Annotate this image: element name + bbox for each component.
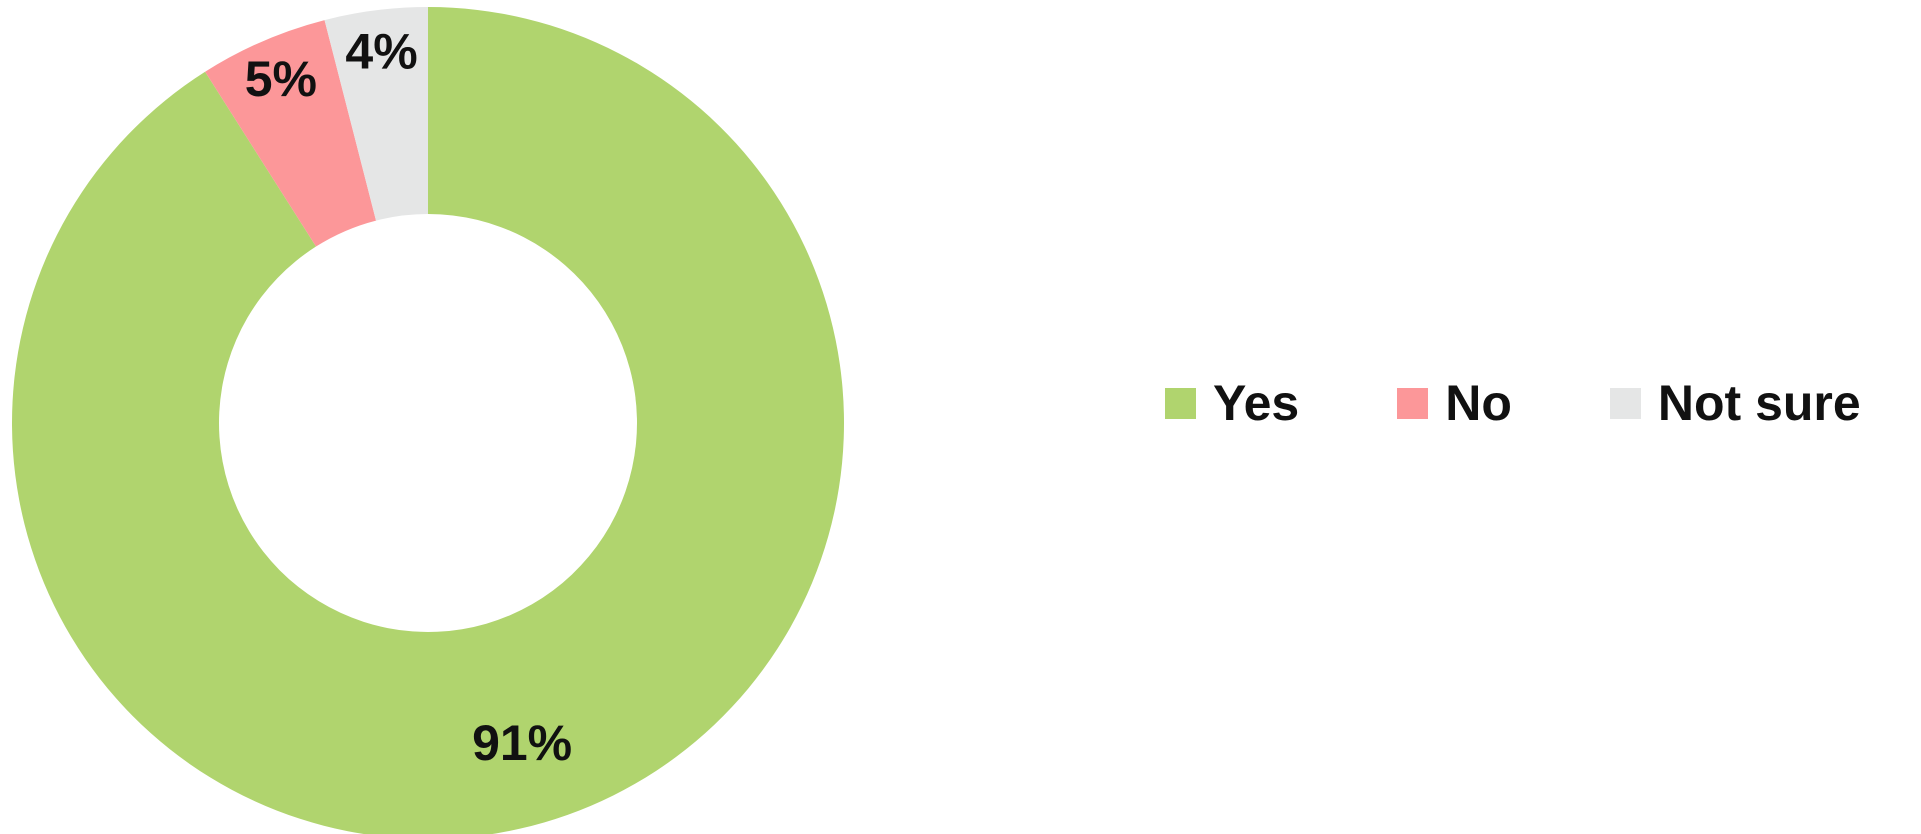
donut-data-labels: 91% 5% 4%: [245, 24, 572, 771]
legend-swatch-not-sure: [1609, 387, 1641, 419]
legend-label-no: No: [1445, 375, 1512, 431]
slice-yes: [12, 7, 844, 834]
legend-label-not-sure: Not sure: [1657, 375, 1861, 431]
data-label-no: 5%: [245, 51, 317, 107]
data-label-yes: 91%: [472, 715, 572, 771]
legend-swatch-no: [1397, 387, 1429, 419]
legend-item-not-sure: Not sure: [1609, 375, 1861, 431]
chart-legend: Yes No Not sure: [1165, 378, 1861, 428]
data-label-not-sure: 4%: [345, 24, 417, 80]
slice-not-sure: [324, 7, 428, 221]
legend-label-yes: Yes: [1213, 375, 1300, 431]
slice-no: [205, 20, 377, 247]
legend-item-yes: Yes: [1165, 378, 1299, 428]
donut-slices: [12, 7, 844, 834]
legend-item-no: No: [1397, 378, 1512, 428]
legend-swatch-yes: [1165, 387, 1196, 419]
